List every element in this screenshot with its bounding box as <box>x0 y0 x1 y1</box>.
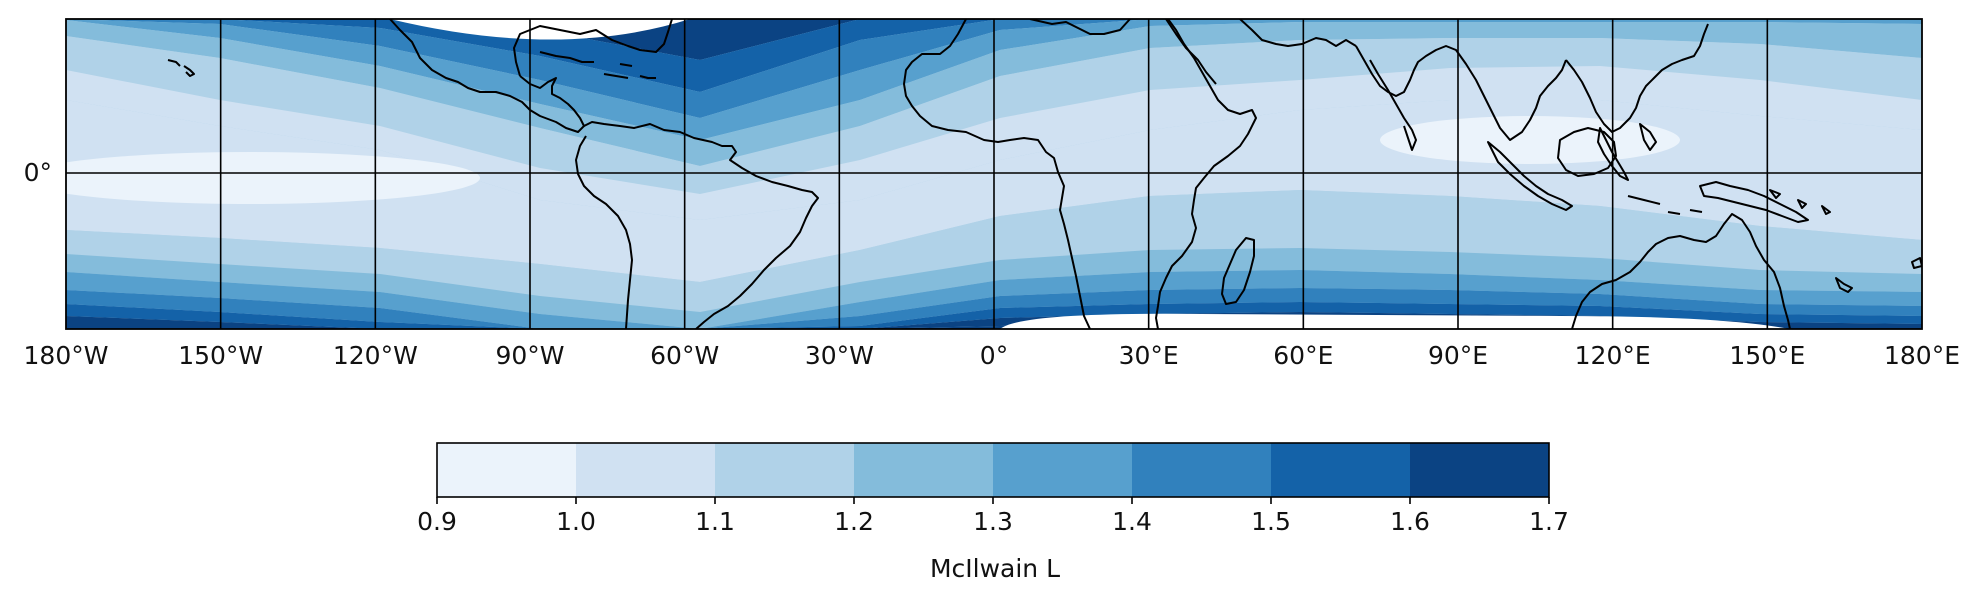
longitude-label: 60°W <box>650 341 719 370</box>
longitude-label: 90°E <box>1428 341 1488 370</box>
south-america-west-coastline <box>575 135 633 329</box>
contour-bands <box>66 19 1922 329</box>
colorbar-segment <box>715 443 855 497</box>
longitude-label: 180°E <box>1884 341 1960 370</box>
colorbar-segment <box>437 443 577 497</box>
longitude-label: 120°E <box>1575 341 1651 370</box>
min-patch-pacific <box>66 152 480 204</box>
new-zealand-island-coastline <box>1835 277 1853 293</box>
colorbar: 0.9 1.0 1.1 1.2 1.3 1.4 1.5 1.6 1.7 <box>417 442 1569 536</box>
coastlines <box>167 19 1922 329</box>
malay-peninsula-coastline <box>1597 127 1629 181</box>
no-data-south <box>1000 313 1790 329</box>
south-america-coastline <box>583 121 819 329</box>
pacific-islands-coastline <box>1769 189 1922 269</box>
colorbar-segment <box>1410 443 1550 497</box>
colorbar-title: McIlwain L <box>930 554 1060 583</box>
hawaii-coastline <box>167 59 195 77</box>
min-patch-indian-ocean <box>1380 116 1680 164</box>
north-band-4 <box>66 20 1922 166</box>
colorbar-segment <box>1271 443 1411 497</box>
longitude-label: 60°E <box>1273 341 1333 370</box>
caribbean-islands-coastline <box>539 51 656 79</box>
longitude-labels: 180°W 150°W 120°W 90°W 60°W 30°W 0° 30°E 60°E 90°… <box>24 341 1960 370</box>
longitude-label: 0° <box>980 341 1008 370</box>
southeast-asia-coastline <box>1565 23 1709 133</box>
arabian-peninsula-coastline <box>1355 45 1567 141</box>
map-frame <box>65 18 1923 330</box>
longitude-label: 150°W <box>178 341 263 370</box>
colorbar-segment <box>993 443 1133 497</box>
india-coastline <box>1369 59 1417 151</box>
africa-coastline <box>903 19 1131 329</box>
red-sea-coastline <box>1165 19 1357 85</box>
australia-coastline <box>1571 213 1791 329</box>
central-america-coastline <box>389 19 585 133</box>
colorbar-segment <box>1132 443 1272 497</box>
colorbar-tick-label: 1.0 <box>556 507 596 536</box>
colorbar-segment <box>854 443 994 497</box>
longitude-label: 90°W <box>495 341 564 370</box>
indonesia-islands-coastline <box>1627 123 1703 215</box>
colorbar-tick-label: 1.4 <box>1112 507 1152 536</box>
colorbar-tick-label: 1.7 <box>1529 507 1569 536</box>
east-africa-coastline <box>1155 19 1257 329</box>
colorbar-tick-label: 1.5 <box>1251 507 1291 536</box>
longitude-label: 180°W <box>24 341 109 370</box>
longitude-label: 150°E <box>1729 341 1805 370</box>
longitude-label: 30°E <box>1119 341 1179 370</box>
madagascar-coastline <box>1221 237 1255 305</box>
longitude-label: 30°W <box>805 341 874 370</box>
colorbar-tick-label: 0.9 <box>417 507 457 536</box>
latitude-label-equator: 0° <box>24 158 52 187</box>
new-guinea-coastline <box>1699 181 1809 223</box>
colorbar-tick-label: 1.2 <box>834 507 874 536</box>
sumatra-coastline <box>1487 141 1573 211</box>
colorbar-tick-label: 1.6 <box>1390 507 1430 536</box>
no-data-north <box>390 19 690 40</box>
colorbar-tick-label: 1.3 <box>973 507 1013 536</box>
colorbar-segment <box>576 443 716 497</box>
longitude-label: 120°W <box>333 341 418 370</box>
north-america-gulf-coastline <box>513 19 673 77</box>
colorbar-tick-label: 1.1 <box>695 507 735 536</box>
graticule <box>66 19 1922 329</box>
